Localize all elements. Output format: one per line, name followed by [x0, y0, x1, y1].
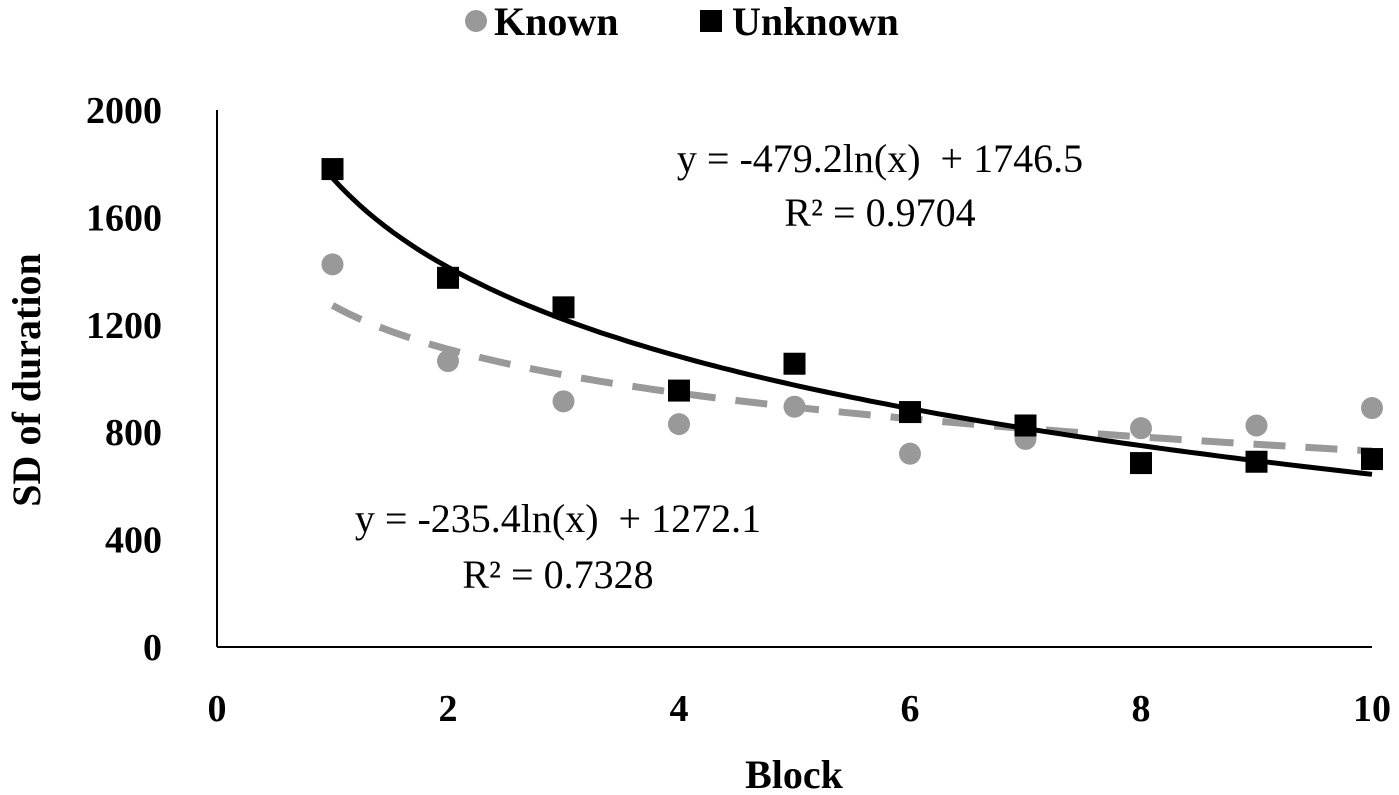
legend-known-label: Known: [494, 0, 619, 44]
trendline-equations: y = -479.2ln(x) + 1746.5 R² = 0.9704 y =…: [355, 136, 1083, 597]
known-trendline: [330, 302, 1373, 455]
unknown-equation: y = -479.2ln(x) + 1746.5: [677, 136, 1083, 181]
y-tick-label: 2000: [86, 90, 162, 132]
known-point: [321, 253, 344, 276]
unknown-point: [1130, 452, 1152, 475]
x-tick-label: 6: [901, 688, 920, 730]
y-tick-label: 1600: [86, 197, 162, 239]
x-tick-label: 2: [439, 688, 458, 730]
unknown-point: [552, 296, 575, 319]
unknown-point: [899, 401, 921, 424]
known-point: [899, 442, 921, 465]
known-point: [552, 390, 575, 413]
legend: Known Unknown: [465, 0, 899, 44]
known-point: [437, 350, 459, 373]
x-tick-label: 4: [670, 688, 689, 730]
known-point: [1130, 417, 1152, 440]
known-r2: R² = 0.7328: [462, 552, 653, 597]
legend-unknown-marker: [700, 10, 722, 32]
unknown-point: [321, 158, 344, 181]
y-tick-label: 800: [105, 412, 162, 454]
known-point: [668, 413, 690, 436]
unknown-point: [437, 266, 459, 289]
axes: [216, 110, 1372, 648]
legend-unknown-label: Unknown: [732, 0, 899, 44]
y-tick-label: 0: [143, 627, 162, 669]
unknown-point: [783, 352, 806, 375]
y-tick-label: 1200: [86, 305, 162, 347]
trendlines: [330, 176, 1373, 477]
x-tick-label: 0: [208, 688, 227, 730]
unknown-trendline: [330, 176, 1373, 477]
unknown-point: [668, 379, 690, 402]
y-tick-label: 400: [105, 520, 162, 562]
x-axis-title: Block: [745, 752, 844, 795]
y-axis-title: SD of duration: [4, 253, 49, 506]
x-tick-label: 8: [1132, 688, 1151, 730]
unknown-point: [1245, 450, 1268, 473]
x-tick-label: 10: [1353, 688, 1391, 730]
tick-labels: 0 2 4 6 8 10 0 400 800 1200 1600 2000: [86, 90, 1391, 730]
unknown-point: [1014, 414, 1037, 437]
known-point: [1361, 397, 1383, 420]
known-point: [783, 395, 806, 418]
known-equation: y = -235.4ln(x) + 1272.1: [355, 496, 761, 541]
legend-known-marker: [465, 10, 487, 32]
known-point: [1245, 414, 1268, 437]
data-points: [321, 158, 1383, 475]
unknown-r2: R² = 0.9704: [784, 190, 975, 235]
unknown-point: [1361, 448, 1383, 471]
